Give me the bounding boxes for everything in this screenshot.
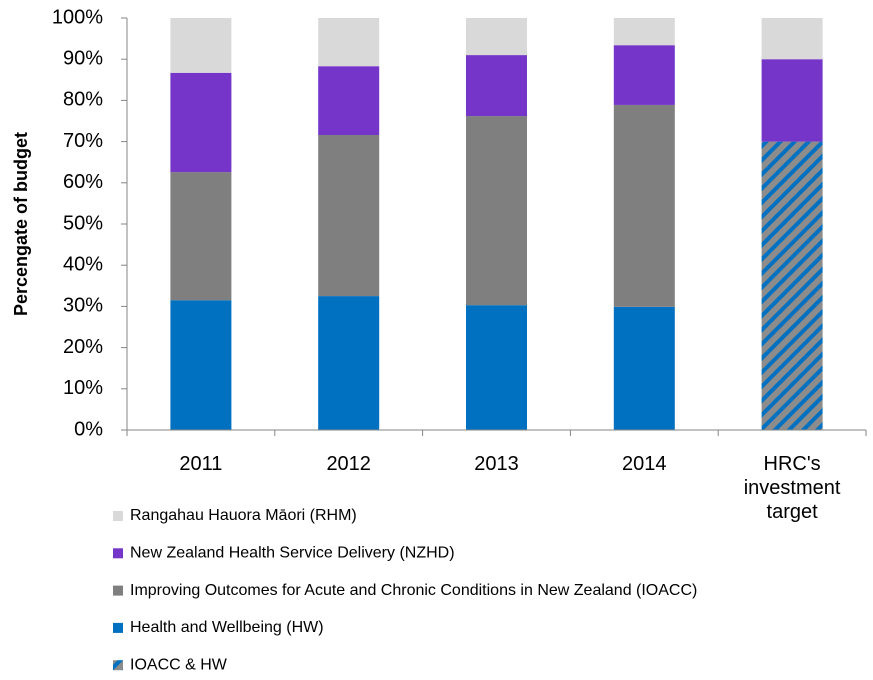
legend-label: New Zealand Health Service Delivery (NZH… [130, 545, 455, 562]
bar-segment [318, 66, 380, 136]
x-tick-label: 2011 [179, 453, 223, 475]
legend-swatch [113, 511, 123, 521]
bar-segment [613, 18, 675, 46]
bar-segment [613, 45, 675, 105]
bar-segment [466, 305, 527, 430]
bar-segment [170, 72, 232, 173]
bar-segment [466, 116, 527, 306]
legend-swatch [113, 622, 123, 633]
bar-segment [170, 300, 232, 430]
y-tick-label: 50% [63, 212, 103, 234]
bar-segment [318, 135, 380, 297]
legend-swatch [113, 660, 123, 671]
bar-segment [761, 18, 823, 60]
y-tick-label: 30% [63, 295, 103, 317]
y-tick-label: 80% [63, 89, 103, 111]
bar-segment [170, 172, 232, 301]
y-axis-label: Percengate of budget [11, 132, 31, 316]
bar-segment [613, 104, 675, 307]
bar-segment [466, 55, 527, 117]
bar-segment [170, 18, 232, 73]
legend-swatch [113, 548, 123, 559]
x-tick-label: 2012 [326, 453, 371, 475]
bar-segment [318, 18, 380, 67]
x-tick-label: 2014 [622, 453, 667, 475]
legend-label: Rangahau Hauora Māori (RHM) [130, 507, 357, 524]
y-tick-label: 70% [63, 130, 103, 152]
y-tick-label: 0% [74, 418, 103, 440]
y-tick-label: 90% [63, 47, 103, 69]
y-tick-label: 10% [63, 377, 103, 399]
legend-label: Improving Outcomes for Acute and Chronic… [130, 582, 697, 599]
y-tick-label: 60% [63, 171, 103, 193]
bar-segment [613, 306, 675, 430]
bar-segment [318, 296, 380, 430]
legend-swatch [113, 585, 123, 596]
x-tick-label: 2013 [474, 453, 519, 475]
legend-label: IOACC & HW [130, 656, 228, 673]
bar-segment [761, 141, 823, 430]
y-tick-label: 100% [52, 6, 103, 28]
legend-label: Health and Wellbeing (HW) [130, 619, 324, 636]
y-tick-label: 40% [63, 253, 103, 275]
bar-segment [466, 18, 527, 56]
bar-segment [761, 59, 823, 142]
x-tick-label: HRC's investment target [743, 453, 841, 523]
y-tick-label: 20% [63, 336, 103, 358]
